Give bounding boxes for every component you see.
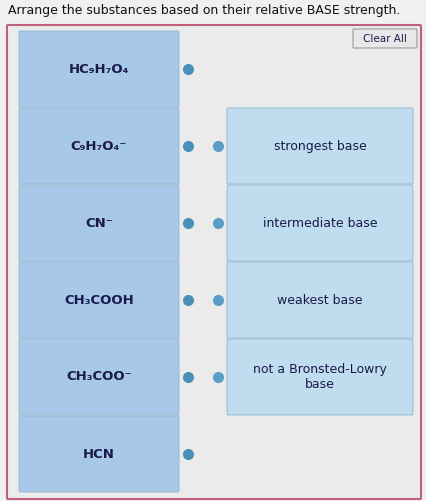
FancyBboxPatch shape — [19, 185, 179, 261]
Text: Clear All: Clear All — [363, 34, 407, 44]
FancyBboxPatch shape — [19, 108, 179, 184]
FancyBboxPatch shape — [7, 25, 421, 499]
Text: CH₃COO⁻: CH₃COO⁻ — [66, 371, 132, 383]
Text: weakest base: weakest base — [277, 294, 363, 307]
Text: CN⁻: CN⁻ — [85, 216, 113, 229]
Text: not a Bronsted-Lowry
base: not a Bronsted-Lowry base — [253, 363, 387, 391]
FancyBboxPatch shape — [19, 339, 179, 415]
FancyBboxPatch shape — [19, 31, 179, 107]
FancyBboxPatch shape — [353, 29, 417, 48]
Text: CH₃COOH: CH₃COOH — [64, 294, 134, 307]
FancyBboxPatch shape — [19, 416, 179, 492]
Text: C₉H₇O₄⁻: C₉H₇O₄⁻ — [71, 139, 127, 152]
Text: intermediate base: intermediate base — [263, 216, 377, 229]
FancyBboxPatch shape — [227, 108, 413, 184]
FancyBboxPatch shape — [227, 339, 413, 415]
Text: HC₉H₇O₄: HC₉H₇O₄ — [69, 63, 129, 76]
FancyBboxPatch shape — [227, 185, 413, 261]
FancyBboxPatch shape — [227, 262, 413, 338]
Text: Arrange the substances based on their relative BASE strength.: Arrange the substances based on their re… — [8, 4, 400, 17]
FancyBboxPatch shape — [19, 262, 179, 338]
Text: strongest base: strongest base — [273, 139, 366, 152]
Text: HCN: HCN — [83, 447, 115, 460]
